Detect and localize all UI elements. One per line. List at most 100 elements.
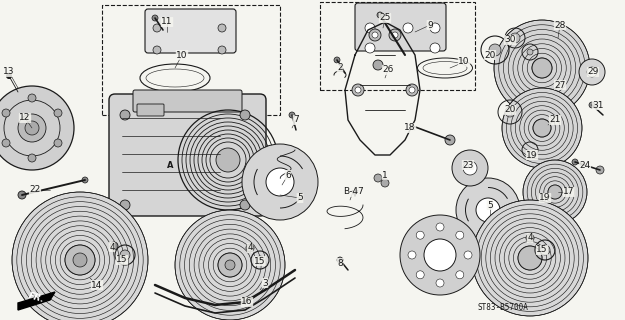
Circle shape: [494, 20, 590, 116]
FancyBboxPatch shape: [109, 94, 266, 216]
Text: A: A: [167, 161, 173, 170]
Circle shape: [523, 160, 587, 224]
Circle shape: [518, 246, 542, 270]
Text: 5: 5: [487, 201, 493, 210]
Circle shape: [505, 107, 515, 117]
Circle shape: [489, 44, 501, 56]
Circle shape: [416, 271, 424, 279]
Circle shape: [240, 200, 250, 210]
Text: 11: 11: [161, 18, 172, 27]
Circle shape: [365, 43, 375, 53]
Circle shape: [120, 250, 130, 260]
Text: 12: 12: [19, 114, 31, 123]
Circle shape: [526, 234, 534, 242]
Text: 31: 31: [592, 100, 604, 109]
Circle shape: [579, 59, 605, 85]
Circle shape: [365, 23, 375, 33]
Circle shape: [0, 86, 74, 170]
Circle shape: [445, 135, 455, 145]
Bar: [102, 5, 280, 115]
Circle shape: [120, 110, 130, 120]
Circle shape: [256, 256, 264, 264]
Circle shape: [153, 24, 161, 32]
Text: 30: 30: [504, 36, 516, 44]
FancyBboxPatch shape: [145, 9, 236, 53]
Text: ST83-B5700A: ST83-B5700A: [478, 303, 529, 312]
Circle shape: [216, 148, 240, 172]
Circle shape: [65, 245, 95, 275]
Circle shape: [12, 192, 148, 320]
Circle shape: [464, 251, 472, 259]
Circle shape: [2, 109, 10, 117]
Circle shape: [510, 33, 520, 43]
Circle shape: [82, 177, 88, 183]
Circle shape: [436, 223, 444, 231]
Circle shape: [408, 251, 416, 259]
Circle shape: [2, 139, 10, 147]
Circle shape: [430, 43, 440, 53]
FancyBboxPatch shape: [355, 3, 446, 51]
Circle shape: [596, 166, 604, 174]
Circle shape: [240, 110, 250, 120]
Circle shape: [403, 23, 413, 33]
Circle shape: [456, 231, 464, 239]
Text: 29: 29: [588, 68, 599, 76]
Text: 10: 10: [458, 58, 470, 67]
Circle shape: [18, 191, 26, 199]
Circle shape: [289, 112, 295, 118]
Circle shape: [246, 244, 254, 252]
Circle shape: [392, 32, 398, 38]
Circle shape: [424, 239, 456, 271]
Text: 7: 7: [293, 116, 299, 124]
Circle shape: [572, 159, 578, 165]
Text: 13: 13: [3, 68, 15, 76]
Circle shape: [120, 200, 130, 210]
Text: 20: 20: [504, 106, 516, 115]
Text: 22: 22: [29, 186, 41, 195]
Circle shape: [369, 29, 381, 41]
Circle shape: [110, 242, 118, 250]
Circle shape: [406, 84, 418, 96]
FancyBboxPatch shape: [137, 104, 164, 116]
Circle shape: [266, 168, 294, 196]
Circle shape: [152, 15, 158, 21]
Circle shape: [389, 29, 401, 41]
Text: 3: 3: [262, 278, 268, 287]
Circle shape: [6, 74, 11, 78]
Circle shape: [242, 144, 318, 220]
Circle shape: [532, 58, 552, 78]
Text: 18: 18: [404, 124, 416, 132]
Circle shape: [456, 271, 464, 279]
Bar: [320, 2, 475, 90]
Circle shape: [472, 200, 588, 316]
Circle shape: [527, 49, 533, 55]
Text: 10: 10: [176, 51, 187, 60]
Circle shape: [587, 67, 597, 77]
Circle shape: [476, 198, 500, 222]
Text: FR.: FR.: [27, 292, 45, 305]
Circle shape: [373, 60, 383, 70]
Circle shape: [73, 253, 87, 267]
Text: 2: 2: [338, 63, 342, 73]
Text: B-47: B-47: [342, 188, 363, 196]
Circle shape: [334, 57, 340, 63]
Circle shape: [463, 161, 477, 175]
Text: 17: 17: [563, 188, 575, 196]
Text: 8: 8: [337, 259, 343, 268]
Circle shape: [28, 94, 36, 102]
Circle shape: [153, 46, 161, 54]
Circle shape: [589, 102, 595, 108]
Text: 4: 4: [248, 244, 252, 252]
Text: 27: 27: [554, 81, 566, 90]
Polygon shape: [18, 292, 55, 310]
Circle shape: [436, 279, 444, 287]
Text: 6: 6: [285, 171, 291, 180]
Text: 28: 28: [554, 20, 566, 29]
Circle shape: [218, 253, 242, 277]
Circle shape: [377, 12, 383, 18]
Text: 15: 15: [254, 257, 266, 266]
Text: 21: 21: [549, 116, 561, 124]
Circle shape: [374, 174, 382, 182]
Text: 23: 23: [462, 161, 474, 170]
Text: 14: 14: [91, 281, 103, 290]
